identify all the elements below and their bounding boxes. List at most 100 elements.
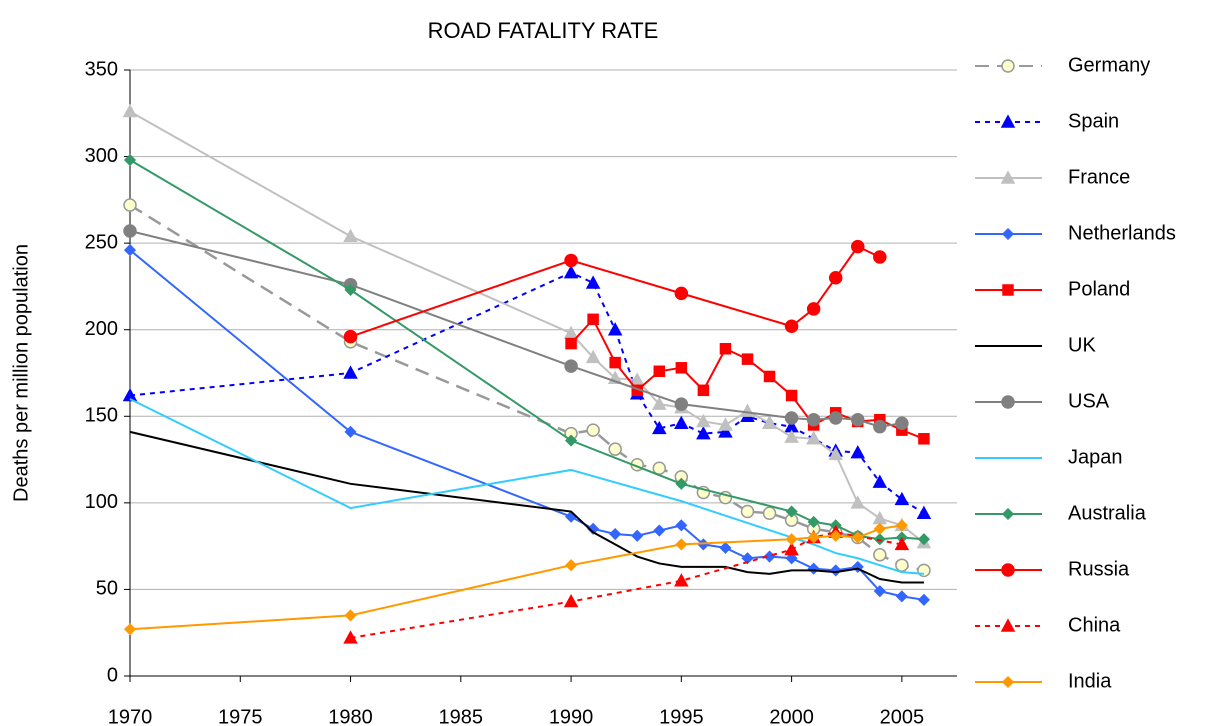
marker — [607, 322, 623, 336]
legend-label: USA — [1068, 390, 1110, 412]
marker — [585, 275, 601, 289]
marker — [807, 531, 820, 544]
marker — [675, 362, 688, 374]
legend-label: Australia — [1068, 502, 1147, 524]
marker — [918, 433, 930, 445]
marker — [653, 365, 666, 378]
marker — [851, 531, 864, 544]
marker — [609, 527, 622, 541]
marker — [829, 529, 842, 542]
marker — [806, 412, 821, 427]
marker — [850, 445, 866, 459]
marker — [1001, 563, 1015, 577]
marker — [719, 343, 732, 355]
marker — [784, 319, 799, 334]
marker — [851, 239, 865, 254]
legend-label: Spain — [1068, 110, 1119, 132]
marker — [873, 548, 887, 562]
series-line — [129, 249, 925, 601]
series-line — [350, 531, 903, 639]
marker — [740, 504, 755, 519]
marker — [343, 630, 358, 644]
y-tick-label: 300 — [85, 145, 118, 167]
marker — [343, 329, 358, 344]
marker — [675, 477, 688, 490]
marker — [895, 519, 908, 532]
y-tick-label: 50 — [96, 578, 118, 600]
marker — [564, 359, 578, 373]
marker — [123, 224, 137, 238]
x-tick-label: 1980 — [328, 706, 373, 726]
marker — [1001, 227, 1015, 241]
marker — [565, 510, 578, 523]
marker — [806, 431, 821, 445]
legend-label: Japan — [1068, 446, 1123, 468]
marker — [828, 411, 843, 425]
legend-label: China — [1068, 614, 1121, 636]
marker — [828, 271, 843, 285]
marker — [564, 253, 578, 268]
marker — [123, 244, 137, 257]
marker — [785, 533, 798, 546]
x-tick-label: 1990 — [549, 706, 594, 726]
marker — [740, 403, 755, 417]
marker — [894, 536, 910, 551]
marker — [674, 397, 689, 411]
series-line — [129, 524, 903, 631]
y-tick-label: 200 — [85, 318, 118, 340]
legend-label: France — [1068, 166, 1130, 188]
marker — [122, 387, 138, 402]
marker — [565, 337, 577, 350]
marker — [762, 506, 777, 520]
marker — [1001, 395, 1015, 409]
marker — [653, 524, 666, 537]
marker — [806, 302, 821, 316]
marker — [1001, 675, 1015, 689]
marker — [873, 533, 886, 546]
marker — [674, 415, 689, 429]
marker — [1000, 114, 1016, 128]
marker — [123, 198, 137, 212]
marker — [587, 313, 599, 326]
marker — [850, 495, 866, 509]
marker — [807, 562, 820, 575]
marker — [1001, 59, 1015, 73]
x-tick-label: 1970 — [108, 706, 153, 726]
marker — [565, 434, 578, 447]
marker — [587, 522, 600, 535]
marker — [784, 429, 799, 443]
marker — [697, 384, 710, 397]
marker — [784, 411, 799, 425]
legend-label: Poland — [1068, 278, 1130, 300]
marker — [785, 505, 798, 518]
x-tick-label: 1985 — [439, 706, 484, 726]
marker — [807, 515, 820, 528]
x-tick-label: 1995 — [659, 706, 704, 726]
marker — [696, 426, 711, 440]
marker — [586, 423, 600, 437]
marker — [1000, 170, 1016, 184]
series-line — [129, 430, 924, 584]
marker — [763, 370, 776, 383]
y-axis-label: Deaths per million population — [10, 244, 32, 502]
y-tick-label: 100 — [85, 491, 118, 513]
marker — [873, 522, 886, 535]
legend-label: UK — [1068, 334, 1096, 356]
marker — [719, 541, 732, 554]
marker — [563, 593, 579, 608]
y-tick-label: 250 — [85, 231, 118, 253]
marker — [585, 349, 601, 364]
marker — [122, 103, 138, 118]
y-tick-label: 0 — [107, 664, 118, 686]
marker — [631, 529, 644, 542]
legend-label: India — [1068, 670, 1112, 692]
marker — [565, 559, 578, 572]
marker — [343, 365, 358, 379]
series-line — [129, 398, 924, 575]
marker — [652, 396, 667, 410]
marker — [741, 353, 754, 365]
legend-label: Russia — [1068, 558, 1130, 580]
marker — [674, 286, 689, 301]
marker — [718, 424, 733, 438]
